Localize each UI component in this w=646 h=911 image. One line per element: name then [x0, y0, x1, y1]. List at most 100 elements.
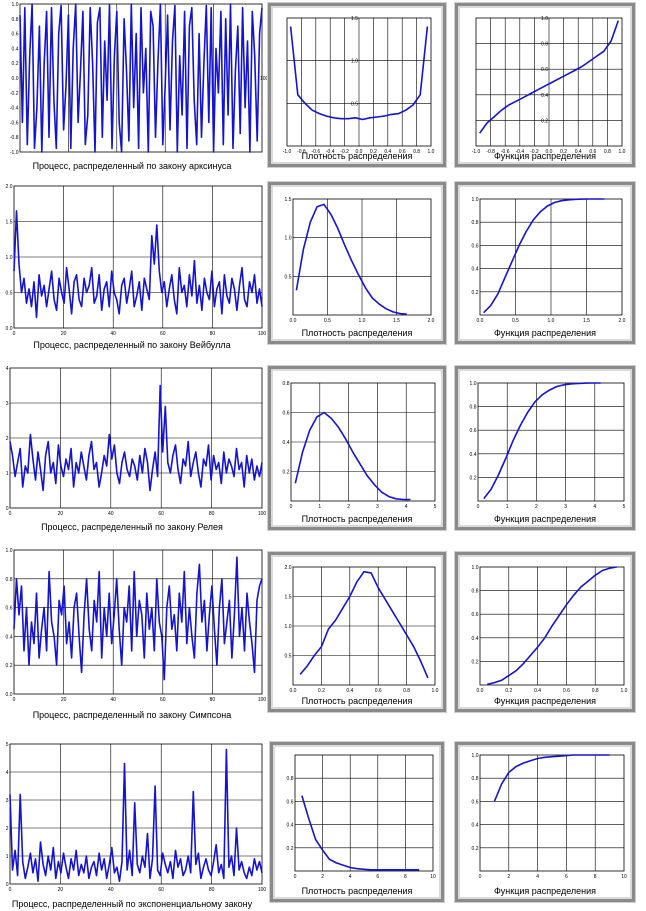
x-tick-label: 1.0: [621, 688, 628, 694]
x-tick-label: 5: [434, 504, 437, 510]
weibull-cdf-chart: 0.0 0.5 1.0 1.5 2.0 0.2 0.4 0.6 0.8 1.0: [458, 185, 632, 341]
y-tick-label: 0.4: [287, 823, 294, 829]
x-tick-label: 0.0: [290, 688, 297, 694]
x-tick-label: 1.0: [548, 318, 555, 324]
x-tick-label: 0.4: [346, 688, 353, 694]
y-tick-label: 1.0: [472, 565, 479, 571]
y-tick-label: 0.0: [6, 692, 13, 698]
x-tick-label: 0.8: [592, 688, 599, 694]
x-tick-label: 20: [61, 697, 67, 703]
x-tick-label: 8: [594, 874, 597, 880]
arcsin-density-chart: -1.0 -0.8 -0.6 -0.4 -0.2 0.0 0.2 0.4 0.6 0.8 1.0 0.…: [271, 6, 443, 164]
rayleigh-process-chart: 0 20 40 60 80 100 0 1 2 3 4: [0, 362, 264, 536]
y-tick-label: 0.6: [283, 411, 290, 417]
x-tick-label: 2: [321, 874, 324, 880]
weibull-density-caption: Плотность распределения: [271, 328, 443, 338]
x-tick-label: 20: [58, 887, 64, 893]
y-tick-label: 1.0: [285, 624, 292, 630]
y-tick-label: 0.8: [472, 776, 479, 782]
y-tick-label: 0.4: [283, 440, 290, 446]
x-tick-label: 2: [347, 504, 350, 510]
x-tick-label: 0.5: [324, 318, 331, 324]
y-tick-label: 1.0: [470, 381, 477, 387]
series-line: [10, 750, 262, 882]
x-tick-label: 3: [564, 504, 567, 510]
simpson-density-chart: 0.0 0.2 0.4 0.6 0.8 1.00.51.01.52.0: [271, 555, 443, 709]
y-tick-label: 0.2: [472, 659, 479, 665]
y-tick-label: 0.8: [470, 405, 477, 411]
x-tick-label: 0: [9, 511, 12, 517]
rayleigh-density-caption: Плотность распределения: [271, 514, 443, 524]
x-tick-label: 0: [13, 331, 16, 337]
weibull-process-chart: 0 20 40 60 80 1000.00.51.01.52.0: [0, 180, 264, 354]
y-tick-label: 1.0: [12, 2, 19, 8]
series-line: [295, 413, 410, 500]
simpson-cdf-caption: Функция распределения: [458, 696, 632, 706]
y-tick-label: -0.6: [10, 120, 19, 126]
y-tick-label: -0.4: [10, 106, 19, 112]
y-tick-label: 1.0: [351, 59, 358, 65]
x-tick-label: 0: [477, 504, 480, 510]
x-tick-label: 0: [479, 874, 482, 880]
x-tick-label: 1.0: [432, 688, 439, 694]
x-tick-label: 10: [430, 874, 436, 880]
x-tick-label: 0.4: [534, 688, 541, 694]
x-tick-label: 2: [507, 874, 510, 880]
exponential-cdf-caption: Функция распределения: [458, 886, 632, 896]
panel-weibull-process: 0 20 40 60 80 100 0.0 0.5 1.0 1.5 2.0 Процесс, рас…: [0, 180, 264, 354]
y-tick-label: 4: [6, 366, 9, 372]
x-tick-label: 2.0: [428, 318, 435, 324]
x-tick-label: 0: [290, 504, 293, 510]
y-tick-label: 0.2: [541, 118, 548, 124]
y-tick-label: 0.4: [12, 46, 19, 52]
y-tick-label: -0.8: [10, 135, 19, 141]
y-tick-label: 2.0: [6, 184, 13, 190]
exponential-cdf-chart: 0 2 4 6 8 100.20.40.60.81.0: [458, 745, 632, 899]
simpson-density-caption: Плотность распределения: [271, 696, 443, 706]
panel-simpson-cdf: 0.0 0.2 0.4 0.6 0.8 1.0 0.2 0.4 0.6 0.8 1.0 Функци…: [455, 552, 635, 712]
y-tick-label: 3: [6, 401, 9, 407]
y-tick-label: 2.0: [285, 565, 292, 571]
y-tick-label: 0.2: [283, 470, 290, 476]
y-tick-label: 0.5: [285, 274, 292, 280]
x-tick-label: 0.5: [512, 318, 519, 324]
arcsin-process-chart: -1.0 -0.8 -0.6 -0.4 -0.2 0.0 0.2 0.4 0.6 0.8 1.0 10…: [0, 0, 264, 176]
x-tick-label: 1: [506, 504, 509, 510]
weibull-process-caption: Процесс, распределенный по закону Вейбул…: [0, 340, 264, 350]
series-line: [14, 211, 262, 317]
series-line: [14, 557, 262, 679]
x-tick-label: 0: [9, 887, 12, 893]
simpson-process-chart: 0 20 40 60 80 100 0.0 0.2 0.4 0.6 0.8 1.0: [0, 546, 264, 722]
arcsin-cdf-caption: Функция распределения: [458, 151, 632, 161]
exponential-density-caption: Плотность распределения: [273, 886, 441, 896]
x-tick-label: 0.0: [477, 688, 484, 694]
x-tick-label: 6: [376, 874, 379, 880]
y-tick-label: 1.5: [285, 595, 292, 601]
x-tick-label: 80: [209, 887, 215, 893]
y-tick-label: 0.5: [285, 654, 292, 660]
panel-arcsin-cdf: -1.0 -0.8 -0.6 -0.4 -0.2 0.0 0.2 0.4 0.6 0.8 1.0 0.…: [455, 3, 635, 167]
x-tick-label: 0.6: [375, 688, 382, 694]
y-tick-label: 0.4: [541, 93, 548, 99]
panel-exponential-cdf: 0 2 4 6 8 10 0.2 0.4 0.6 0.8 1.0 Функция распредел…: [455, 742, 635, 902]
y-tick-label: 0.2: [6, 663, 13, 669]
x-tick-label: 20: [58, 511, 64, 517]
y-tick-label: 0.6: [472, 799, 479, 805]
panel-rayleigh-cdf: 0 1 2 3 4 5 0.2 0.4 0.6 0.8 1.0 Функция распределе…: [455, 366, 635, 530]
x-tick-label: 3: [376, 504, 379, 510]
x-tick-label: 1: [318, 504, 321, 510]
y-tick-label: 1.5: [351, 16, 358, 22]
panel-simpson-process: 0 20 40 60 80 100 0.0 0.2 0.4 0.6 0.8 1.0 Процесс, …: [0, 546, 264, 722]
y-tick-label: 0.2: [472, 290, 479, 296]
x-tick-label: 0.0: [290, 318, 297, 324]
x-tick-label: 4: [405, 504, 408, 510]
x-tick-label: 1.0: [359, 318, 366, 324]
y-tick-label: 0.6: [472, 243, 479, 249]
y-tick-label: 1: [6, 854, 9, 860]
x-tick-label: 8: [404, 874, 407, 880]
x-tick-label: 40: [110, 331, 116, 337]
exponential-process-caption: Процесс, распределенный по экспоненциаль…: [0, 899, 264, 909]
y-tick-label: 1.5: [285, 197, 292, 203]
rayleigh-density-chart: 0 1 2 3 4 50.20.40.60.8: [271, 369, 443, 527]
